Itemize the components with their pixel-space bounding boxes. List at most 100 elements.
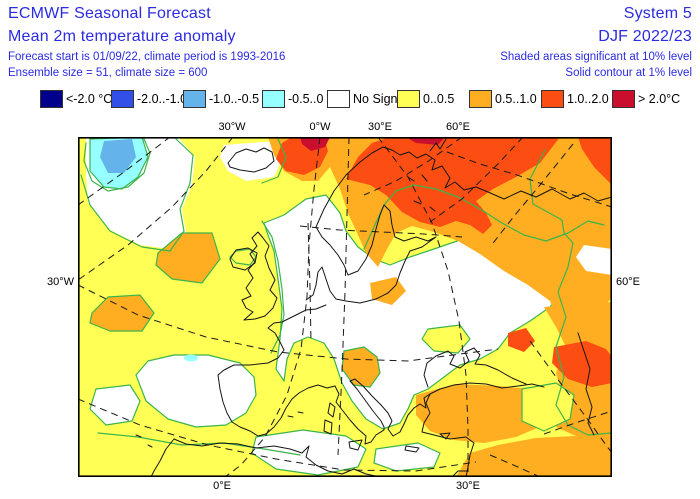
coast-baltic	[315, 204, 437, 304]
legend-item-lblue: -1.0..-0.5	[183, 90, 260, 108]
parallel-55n	[77, 284, 499, 362]
coast-cyprus	[439, 432, 451, 440]
region-warm-gt20-a	[300, 137, 330, 151]
coast-iceland	[227, 147, 275, 173]
significance-note: Shaded areas significant at 10% level	[500, 51, 692, 63]
parallel-60n	[299, 225, 463, 238]
coast-turkey-west-south	[421, 393, 475, 478]
legend-swatch-red	[541, 90, 564, 108]
region-warm-gt20-b	[406, 137, 445, 145]
axis-label-bottom-0e: 0°E	[213, 480, 231, 492]
parallel-right-b	[429, 136, 524, 223]
region-warm-05-10-southeast	[456, 436, 612, 477]
region-warm-05-10-atlantic-b	[89, 294, 155, 332]
forecast-map-svg	[77, 136, 613, 478]
axis-label-left-30w: 30°W	[46, 276, 74, 288]
coast-novaya-zemlya	[429, 138, 447, 152]
meridian-central	[337, 136, 350, 456]
legend-swatch-orange	[469, 90, 492, 108]
coast-denmark	[305, 266, 337, 301]
legend-label: -1.0..-0.5	[209, 92, 260, 106]
region-warm-10-20-scandinavia	[346, 137, 560, 234]
legend-swatch-lblue	[183, 90, 206, 108]
meridian-30e	[377, 136, 469, 477]
coast-finland-lakes	[407, 174, 436, 212]
coast-norway-barents	[315, 146, 613, 228]
system-label: System 5	[623, 5, 692, 22]
forecast-start-text: Forecast start is 01/09/22, climate peri…	[8, 51, 286, 63]
axis-label-top-30e: 30°E	[368, 121, 392, 133]
axis-label-bottom-30e: 30°E	[456, 480, 480, 492]
axis-label-top-60e: 60°E	[446, 121, 470, 133]
contour-note: Solid contour at 1% level	[565, 67, 692, 79]
coast-ireland	[229, 247, 258, 271]
coast-corsica	[327, 402, 336, 418]
coast-sinai	[451, 470, 469, 478]
coast-turkey-north	[429, 382, 545, 395]
legend-label: <-2.0 °C	[66, 92, 113, 106]
coast-italy	[334, 378, 431, 445]
page-title: ECMWF Seasonal Forecast	[8, 5, 211, 22]
legend-swatch-yellow	[397, 90, 420, 108]
parallel-right-c	[489, 143, 574, 248]
shaded-anomaly-regions	[78, 136, 612, 477]
legend-item-navy: <-2.0 °C	[40, 90, 113, 108]
segment-channel	[307, 222, 312, 343]
legend-swatch-white	[327, 90, 350, 108]
legend-item-nosignal: No Signal	[327, 90, 408, 108]
region-warm-10-20-caucasus-spot	[508, 328, 535, 352]
coast-crete	[404, 445, 420, 453]
region-warm-10-20-topcorner	[578, 137, 612, 185]
parallel-right-a	[363, 136, 463, 196]
legend-item-blue: -2.0..-1.0	[111, 90, 188, 108]
legend-label: 1.0..2.0	[567, 92, 609, 106]
region-warm-05-10-atlantic-a	[155, 232, 221, 284]
legend-swatch-cyan	[262, 90, 285, 108]
parallel-35n	[77, 398, 477, 472]
coast-sicily	[348, 439, 363, 451]
meridian-lower-right	[529, 340, 613, 454]
legend-item-dred: > 2.0°C	[612, 90, 681, 108]
legend-swatch-blue	[111, 90, 134, 108]
region-warm-05-10-anatolia	[416, 384, 550, 443]
contour-iceland-east	[261, 138, 287, 184]
region-warm-05-10-adriatic	[341, 346, 381, 388]
coast-west-europe	[217, 304, 336, 437]
contour-inside-red	[363, 184, 605, 250]
coast-balearics	[287, 411, 304, 418]
contour-nw-white-edge	[80, 138, 194, 252]
coast-blacksea-north	[423, 347, 527, 388]
parallel-nw	[77, 136, 171, 206]
map-frame	[78, 137, 613, 477]
axis-label-top-30w: 30°W	[218, 121, 246, 133]
season-label: DJF 2022/23	[598, 28, 692, 45]
legend-label: -2.0..-1.0	[137, 92, 188, 106]
meridian-30w	[77, 136, 234, 281]
region-nosignal-right-edge	[576, 245, 612, 275]
legend-item-cyan: -0.5..0	[262, 90, 323, 108]
contour-nw-blob	[83, 138, 151, 192]
graticule	[77, 136, 613, 478]
legend-swatch-navy	[40, 90, 63, 108]
region-cold-10-05	[100, 139, 136, 173]
region-nosignal-egypt	[373, 442, 441, 472]
region-warm-10-20-caspian	[552, 341, 612, 387]
region-yellow-hole-caspian	[521, 382, 575, 432]
legend-label: No Signal	[353, 92, 408, 106]
significance-contours	[80, 138, 613, 456]
legend-item-red: 1.0..2.0	[541, 90, 609, 108]
contour-right-side	[529, 149, 613, 436]
coast-atlantic-islands	[135, 434, 153, 448]
axis-label-right-60e: 60°E	[616, 276, 640, 288]
coast-caspian	[577, 332, 595, 436]
contour-west-france	[261, 220, 285, 354]
ensemble-size-text: Ensemble size = 51, climate size = 600	[8, 67, 208, 79]
legend-label: > 2.0°C	[638, 92, 681, 106]
forecast-map	[77, 136, 613, 478]
coast-sardinia	[323, 419, 333, 435]
legend-swatch-dred	[612, 90, 635, 108]
page-subtitle: Mean 2m temperature anomaly	[8, 28, 236, 45]
segment-bottomright-b	[543, 410, 613, 435]
segment-bottomright-a	[489, 454, 541, 478]
